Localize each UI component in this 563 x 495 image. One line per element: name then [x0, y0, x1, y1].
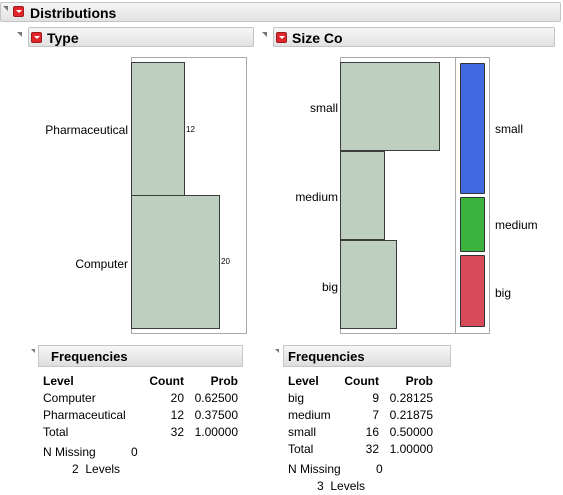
cell-count: 9 — [372, 391, 379, 405]
bar-small[interactable] — [340, 62, 440, 151]
size-n-missing-value: 0 — [376, 462, 383, 476]
collapse-distributions-icon[interactable] — [3, 6, 8, 11]
cell-prob: 0.62500 — [194, 391, 238, 405]
mosaic-small[interactable] — [460, 63, 485, 194]
cell-count: 32 — [170, 425, 184, 439]
cell-level: Total — [288, 442, 314, 456]
bar-big[interactable] — [340, 240, 397, 329]
collapse-size-co-icon[interactable] — [262, 32, 267, 37]
cell-prob: 0.21875 — [389, 408, 433, 422]
size-n-missing-label: N Missing — [288, 462, 341, 476]
collapse-type-icon[interactable] — [17, 32, 22, 37]
cell-level: Pharmaceutical — [43, 408, 126, 422]
table-row: Total 32 1.00000 — [43, 424, 238, 441]
cell-level: Total — [43, 425, 69, 439]
bar-pharmaceutical[interactable] — [131, 62, 185, 196]
table-header-row: Level Count Prob — [43, 373, 238, 390]
cell-level: big — [288, 391, 305, 405]
cell-count: 20 — [170, 391, 184, 405]
type-n-missing-label: N Missing — [43, 445, 96, 459]
size-co-title: Size Co — [292, 30, 343, 46]
size-label-big: big — [321, 280, 338, 294]
cell-prob: 0.28125 — [389, 391, 433, 405]
type-label-computer: Computer — [75, 257, 128, 271]
cell-count: 12 — [170, 408, 184, 422]
cell-prob: 1.00000 — [389, 442, 433, 456]
cell-level: medium — [288, 408, 331, 422]
distributions-title: Distributions — [30, 5, 117, 21]
bar-label-computer: 20 — [221, 257, 230, 266]
size-label-small: small — [309, 101, 338, 115]
table-row: big 9 0.28125 — [288, 390, 433, 407]
cell-level: Computer — [43, 391, 96, 405]
collapse-type-frequencies-icon[interactable] — [31, 349, 35, 353]
cell-count: 7 — [372, 408, 379, 422]
bar-medium[interactable] — [340, 151, 385, 240]
type-frequencies-title: Frequencies — [51, 349, 128, 364]
size-frequencies-title: Frequencies — [288, 349, 365, 364]
col-prob: Prob — [210, 374, 238, 388]
col-prob: Prob — [405, 374, 433, 388]
table-header-row: Level Count Prob — [288, 373, 433, 390]
distributions-menu-button[interactable] — [13, 6, 24, 17]
size-levels-count: 3 Levels — [317, 479, 366, 493]
cell-prob: 0.50000 — [389, 425, 433, 439]
size-label-medium: medium — [295, 190, 338, 204]
size-frequencies-header: Frequencies — [283, 345, 451, 367]
mosaic-label-big: big — [495, 286, 512, 300]
cell-level: small — [288, 425, 317, 439]
type-n-missing-value: 0 — [131, 445, 138, 459]
cell-count: 16 — [365, 425, 379, 439]
type-frequencies-header: Frequencies — [38, 345, 243, 367]
collapse-size-frequencies-icon[interactable] — [275, 349, 279, 353]
table-row: Total 32 1.00000 — [288, 441, 433, 458]
table-row: medium 7 0.21875 — [288, 407, 433, 424]
size-co-header — [273, 27, 555, 47]
type-label-pharmaceutical: Pharmaceutical — [45, 123, 128, 137]
type-levels-count: 2 Levels — [72, 462, 121, 476]
col-level: Level — [43, 374, 74, 388]
mosaic-label-small: small — [495, 122, 524, 136]
cell-count: 32 — [365, 442, 379, 456]
distributions-header — [0, 2, 561, 22]
col-count: Count — [344, 374, 379, 388]
table-row: Computer 20 0.62500 — [43, 390, 238, 407]
table-row: Pharmaceutical 12 0.37500 — [43, 407, 238, 424]
bar-computer[interactable] — [131, 195, 220, 329]
type-title: Type — [47, 30, 79, 46]
mosaic-label-medium: medium — [495, 218, 538, 232]
col-count: Count — [149, 374, 184, 388]
size-co-menu-button[interactable] — [276, 32, 287, 43]
type-header — [28, 27, 254, 47]
cell-prob: 0.37500 — [194, 408, 238, 422]
cell-prob: 1.00000 — [194, 425, 238, 439]
bar-label-pharmaceutical: 12 — [186, 125, 195, 134]
size-frequencies-table: Level Count Prob big 9 0.28125 medium 7 … — [288, 373, 433, 458]
type-menu-button[interactable] — [31, 32, 42, 43]
mosaic-medium[interactable] — [460, 197, 485, 252]
type-frequencies-table: Level Count Prob Computer 20 0.62500 Pha… — [43, 373, 238, 441]
mosaic-big[interactable] — [460, 255, 485, 327]
table-row: small 16 0.50000 — [288, 424, 433, 441]
col-level: Level — [288, 374, 319, 388]
